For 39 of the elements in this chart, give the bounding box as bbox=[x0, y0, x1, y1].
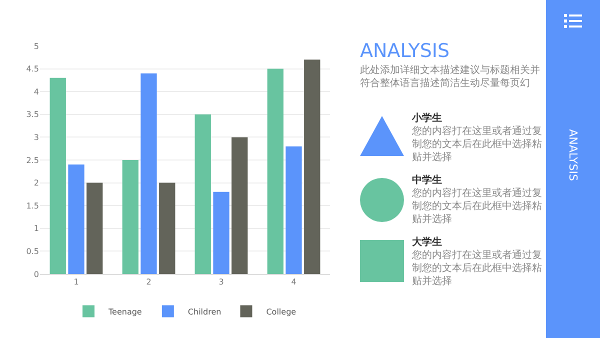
x-tick-label: 1 bbox=[74, 278, 79, 287]
text: ANALYSIS bbox=[566, 129, 580, 181]
y-tick-label: 4.5 bbox=[26, 64, 39, 74]
y-tick-label: 1.5 bbox=[26, 201, 39, 210]
y-tick-label: 3 bbox=[34, 133, 39, 142]
legend-label: College bbox=[266, 307, 296, 316]
text: 此处添加详细文本描述建议与标题相关并符合整体语言描述简洁生动尽量每页幻 bbox=[360, 64, 541, 90]
text: 您的内容打在这里或者通过复制您的文本后在此框中选择粘贴并选择 bbox=[412, 249, 543, 288]
bar bbox=[304, 60, 320, 274]
bar bbox=[50, 78, 66, 274]
bar bbox=[140, 73, 157, 274]
legend-label: Children bbox=[188, 307, 222, 316]
bar bbox=[68, 164, 84, 274]
x-tick-label: 3 bbox=[218, 278, 224, 287]
bar bbox=[267, 68, 284, 274]
text: ANALYSIS bbox=[360, 40, 451, 62]
y-tick-label: 4 bbox=[34, 87, 39, 96]
bar bbox=[232, 137, 248, 274]
y-tick-label: 2 bbox=[34, 178, 39, 188]
y-tick-label: 1 bbox=[34, 224, 39, 234]
bar bbox=[213, 192, 230, 274]
y-tick-label: 3.5 bbox=[26, 110, 39, 120]
y-tick-label: 5 bbox=[34, 42, 39, 51]
bar bbox=[194, 114, 211, 274]
text: 小学生 bbox=[412, 112, 443, 125]
y-tick-label: 2.5 bbox=[26, 156, 39, 165]
text: 您的内容打在这里或者通过复制您的文本后在此框中选择粘贴并选择 bbox=[412, 187, 543, 226]
bar bbox=[122, 160, 138, 274]
text: 大学生 bbox=[412, 236, 443, 249]
legend-label: Teenage bbox=[108, 307, 142, 316]
x-tick-label: 4 bbox=[291, 278, 296, 287]
text: 中学生 bbox=[412, 174, 443, 187]
bar bbox=[286, 146, 302, 274]
y-tick-label: 0.5 bbox=[26, 247, 39, 256]
y-tick-label: 0 bbox=[34, 270, 39, 279]
text: 您的内容打在这里或者通过复制您的文本后在此框中选择粘贴并选择 bbox=[412, 125, 543, 164]
x-tick-label: 2 bbox=[146, 278, 152, 287]
bar bbox=[159, 182, 176, 274]
bar bbox=[86, 182, 103, 274]
